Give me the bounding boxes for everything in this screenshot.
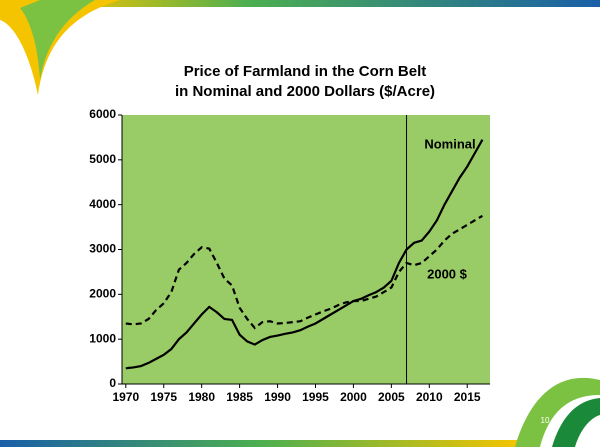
x-tick-label: 2010 [416, 390, 443, 404]
x-tick-label: 1970 [112, 390, 139, 404]
bottom-bar [0, 440, 520, 447]
x-tick-label: 1985 [226, 390, 253, 404]
series-label: 2000 $ [427, 266, 468, 281]
x-tick-label: 1975 [150, 390, 177, 404]
y-tick-label: 0 [109, 376, 116, 390]
y-tick-label: 5000 [89, 152, 116, 166]
x-tick-label: 1990 [264, 390, 291, 404]
y-tick-label: 3000 [89, 242, 116, 256]
x-tick-label: 2015 [454, 390, 481, 404]
chart-title: in Nominal and 2000 Dollars ($/Acre) [175, 83, 435, 100]
slide: Price of Farmland in the Corn Belt in No… [0, 0, 600, 447]
page: {"chart_data": {"type": "line", "title":… [0, 0, 600, 447]
x-tick-label: 2005 [378, 390, 405, 404]
x-tick-label: 1980 [188, 390, 215, 404]
y-tick-label: 6000 [89, 107, 116, 121]
series-label: Nominal [424, 136, 475, 151]
y-tick-label: 1000 [89, 331, 116, 345]
x-tick-label: 1995 [302, 390, 329, 404]
plot-area [122, 115, 490, 384]
chart-title: Price of Farmland in the Corn Belt [184, 63, 427, 80]
y-tick-label: 4000 [89, 197, 116, 211]
y-tick-label: 2000 [89, 287, 116, 301]
slide-number: 10 [541, 416, 550, 425]
x-tick-label: 2000 [340, 390, 367, 404]
top-bar [60, 0, 600, 7]
